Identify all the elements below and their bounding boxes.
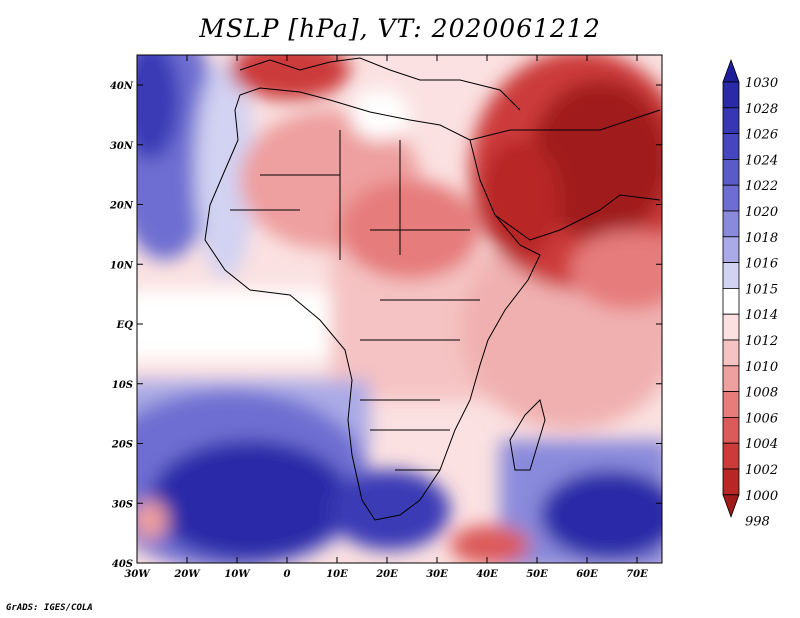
colorbar-label: 1000	[745, 489, 778, 504]
colorbar-top-arrow	[722, 58, 740, 83]
colorbar-label: 1026	[745, 128, 778, 143]
lon-tick-label: 30W	[124, 569, 151, 580]
lon-tick-label: 20E	[375, 569, 398, 580]
colorbar-swatch	[722, 184, 740, 212]
colorbar-swatch	[722, 81, 740, 109]
europe-coastline	[239, 57, 521, 111]
colorbar-label: 1014	[745, 308, 778, 323]
colorbar-swatch	[722, 365, 740, 392]
latitude-axis: 40N 30N 20N 10N EQ 10S 20S 30S 40S	[109, 81, 662, 570]
colorbar: 1030 1028 1026 1024 1022 1020 1018 1016 1015 1014…	[722, 58, 778, 530]
colorbar-label: 1010	[745, 360, 778, 375]
colorbar-swatch	[722, 210, 740, 238]
lon-tick-label: 0	[284, 569, 291, 580]
lat-tick-label: 20S	[111, 440, 133, 451]
colorbar-label: 1020	[745, 205, 778, 220]
colorbar-swatch	[722, 158, 740, 186]
colorbar-label: 1004	[745, 437, 778, 452]
lon-tick-label: 10E	[326, 569, 348, 580]
arabia-coastline	[469, 109, 661, 241]
lon-tick-label: 10W	[224, 569, 251, 580]
country-borders	[230, 130, 480, 471]
lat-tick-label: 30N	[110, 141, 134, 152]
lat-tick-label: EQ	[116, 320, 134, 331]
colorbar-label: 1012	[745, 334, 778, 349]
colorbar-swatch	[722, 236, 740, 264]
colorbar-swatch	[722, 313, 740, 341]
colorbar-swatch	[722, 442, 740, 470]
coastlines	[204, 57, 661, 521]
lon-tick-label: 50E	[526, 569, 548, 580]
colorbar-label: 1002	[745, 463, 778, 478]
colorbar-swatch	[722, 262, 740, 289]
map-frame	[136, 54, 663, 564]
colorbar-label: 1016	[745, 257, 778, 272]
colorbar-label: 1006	[745, 411, 778, 426]
colorbar-swatch	[722, 391, 740, 418]
colorbar-label: 1030	[745, 76, 778, 91]
colorbar-swatch	[722, 107, 740, 135]
chart-title: MSLP [hPa], VT: 2020061212	[199, 14, 601, 43]
lat-tick-label: 40S	[112, 559, 133, 570]
colorbar-label: 1022	[745, 179, 778, 194]
grads-credit: GrADS: IGES/COLA	[6, 603, 93, 613]
colorbar-bottom-arrow	[722, 494, 740, 518]
madagascar-coastline	[509, 399, 546, 471]
colorbar-label: 1028	[745, 102, 778, 117]
longitude-axis: 30W 20W 10W 0 10E 20E 30E 40E 50E 60E 70E	[124, 55, 648, 580]
colorbar-swatch	[722, 468, 740, 496]
lat-tick-label: 10S	[112, 380, 133, 391]
colorbar-label: 1015	[745, 282, 778, 297]
lon-tick-label: 30E	[426, 569, 448, 580]
lat-tick-label: 40N	[110, 81, 134, 92]
pressure-field	[137, 55, 662, 563]
colorbar-swatch	[722, 339, 740, 367]
colorbar-label: 1008	[745, 386, 778, 401]
colorbar-swatch	[722, 133, 740, 160]
colorbar-label: 998	[745, 515, 770, 530]
lon-tick-label: 20W	[173, 569, 201, 580]
lon-tick-label: 40E	[476, 569, 498, 580]
colorbar-swatch	[722, 287, 740, 315]
colorbar-swatch	[722, 416, 740, 444]
lat-tick-label: 10N	[110, 260, 134, 271]
colorbar-label: 1024	[745, 153, 778, 168]
colorbar-label: 1018	[745, 231, 778, 246]
lon-tick-label: 70E	[626, 569, 648, 580]
lon-tick-label: 60E	[576, 569, 598, 580]
lat-tick-label: 30S	[112, 499, 133, 510]
lat-tick-label: 20N	[109, 201, 134, 212]
